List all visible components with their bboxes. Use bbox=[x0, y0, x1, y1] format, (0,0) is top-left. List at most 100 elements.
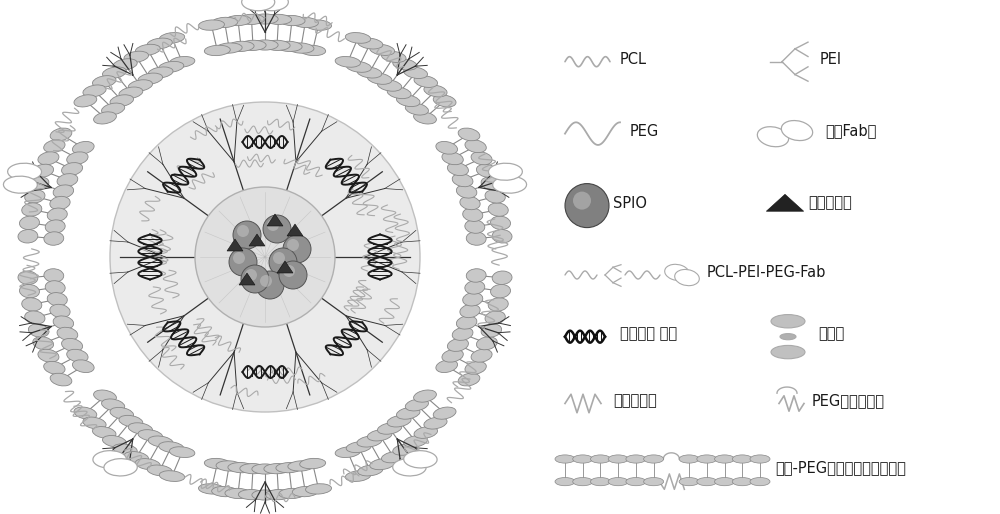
Ellipse shape bbox=[573, 478, 593, 486]
Text: PEG: PEG bbox=[630, 123, 659, 139]
Ellipse shape bbox=[57, 174, 78, 187]
Ellipse shape bbox=[113, 444, 137, 455]
Ellipse shape bbox=[493, 176, 527, 193]
Ellipse shape bbox=[22, 298, 42, 311]
Polygon shape bbox=[239, 273, 255, 285]
Ellipse shape bbox=[367, 430, 392, 441]
Text: 小分子药物: 小分子药物 bbox=[808, 195, 852, 211]
Ellipse shape bbox=[287, 239, 299, 251]
Ellipse shape bbox=[466, 232, 486, 245]
Ellipse shape bbox=[265, 14, 292, 25]
Ellipse shape bbox=[370, 458, 395, 470]
Ellipse shape bbox=[138, 430, 163, 441]
Ellipse shape bbox=[460, 304, 480, 318]
Ellipse shape bbox=[750, 478, 770, 486]
Ellipse shape bbox=[458, 128, 480, 141]
Ellipse shape bbox=[292, 17, 318, 28]
Ellipse shape bbox=[50, 373, 72, 386]
Ellipse shape bbox=[50, 304, 70, 318]
Ellipse shape bbox=[288, 43, 314, 53]
Ellipse shape bbox=[242, 0, 275, 11]
Ellipse shape bbox=[238, 489, 265, 500]
Polygon shape bbox=[277, 261, 293, 273]
Ellipse shape bbox=[159, 471, 185, 482]
Ellipse shape bbox=[47, 208, 67, 222]
Ellipse shape bbox=[269, 248, 297, 276]
Ellipse shape bbox=[228, 41, 254, 51]
Ellipse shape bbox=[447, 162, 468, 176]
Ellipse shape bbox=[148, 436, 173, 447]
Ellipse shape bbox=[92, 76, 116, 87]
Ellipse shape bbox=[608, 478, 628, 486]
Ellipse shape bbox=[19, 216, 39, 230]
Ellipse shape bbox=[283, 265, 295, 277]
Ellipse shape bbox=[358, 38, 383, 49]
Ellipse shape bbox=[476, 164, 497, 177]
Ellipse shape bbox=[460, 196, 480, 210]
Ellipse shape bbox=[414, 390, 436, 402]
Ellipse shape bbox=[442, 152, 463, 164]
Ellipse shape bbox=[252, 14, 278, 24]
Ellipse shape bbox=[62, 338, 83, 352]
Ellipse shape bbox=[335, 57, 361, 67]
Ellipse shape bbox=[119, 87, 143, 99]
Ellipse shape bbox=[488, 203, 508, 216]
Ellipse shape bbox=[62, 162, 83, 176]
Polygon shape bbox=[249, 234, 265, 246]
Ellipse shape bbox=[92, 427, 116, 438]
Ellipse shape bbox=[626, 455, 646, 463]
Ellipse shape bbox=[83, 417, 106, 429]
Ellipse shape bbox=[300, 45, 326, 56]
Ellipse shape bbox=[414, 112, 436, 124]
Ellipse shape bbox=[393, 444, 417, 455]
Ellipse shape bbox=[263, 215, 291, 243]
Ellipse shape bbox=[264, 464, 290, 474]
Ellipse shape bbox=[335, 447, 361, 457]
Ellipse shape bbox=[463, 292, 483, 306]
Ellipse shape bbox=[83, 85, 106, 97]
Ellipse shape bbox=[72, 360, 94, 373]
Ellipse shape bbox=[465, 281, 485, 294]
Ellipse shape bbox=[252, 464, 278, 474]
Polygon shape bbox=[267, 214, 283, 226]
Ellipse shape bbox=[306, 484, 332, 494]
Text: PCL: PCL bbox=[620, 51, 647, 67]
Ellipse shape bbox=[138, 73, 163, 84]
Text: 多肽-PEG修饰的脂质双分子膜: 多肽-PEG修饰的脂质双分子膜 bbox=[775, 460, 906, 475]
Ellipse shape bbox=[256, 271, 284, 299]
Ellipse shape bbox=[204, 45, 230, 56]
Ellipse shape bbox=[732, 455, 752, 463]
Ellipse shape bbox=[481, 177, 502, 190]
Text: 抗体Fab段: 抗体Fab段 bbox=[825, 123, 876, 139]
Ellipse shape bbox=[491, 284, 511, 298]
Ellipse shape bbox=[292, 486, 318, 497]
Ellipse shape bbox=[44, 232, 64, 245]
Ellipse shape bbox=[233, 221, 261, 249]
Ellipse shape bbox=[45, 220, 65, 233]
Ellipse shape bbox=[357, 67, 382, 78]
Ellipse shape bbox=[424, 85, 447, 97]
Ellipse shape bbox=[279, 488, 305, 499]
Ellipse shape bbox=[159, 32, 185, 43]
Ellipse shape bbox=[33, 164, 54, 177]
Ellipse shape bbox=[38, 349, 59, 362]
Ellipse shape bbox=[147, 38, 172, 49]
Polygon shape bbox=[766, 194, 804, 211]
Ellipse shape bbox=[377, 80, 402, 91]
Ellipse shape bbox=[452, 327, 473, 340]
Polygon shape bbox=[287, 224, 303, 236]
Ellipse shape bbox=[47, 292, 67, 306]
Ellipse shape bbox=[573, 455, 593, 463]
Ellipse shape bbox=[198, 20, 224, 30]
Ellipse shape bbox=[771, 315, 805, 328]
Ellipse shape bbox=[491, 216, 511, 230]
Ellipse shape bbox=[212, 486, 238, 497]
Ellipse shape bbox=[393, 458, 426, 476]
Ellipse shape bbox=[644, 455, 664, 463]
Ellipse shape bbox=[436, 360, 458, 373]
Ellipse shape bbox=[273, 252, 285, 264]
Ellipse shape bbox=[771, 345, 805, 359]
Ellipse shape bbox=[119, 415, 143, 427]
Ellipse shape bbox=[198, 484, 224, 494]
Ellipse shape bbox=[72, 141, 94, 154]
